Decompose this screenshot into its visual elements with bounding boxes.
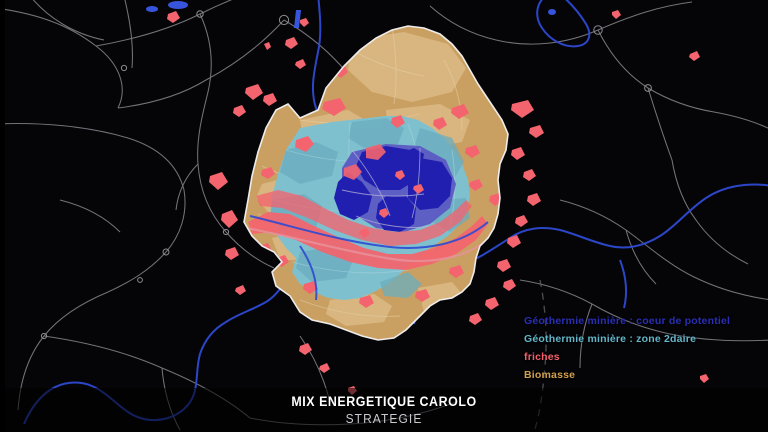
friches-outside[interactable] [167, 10, 709, 395]
sambre-inside [249, 215, 489, 301]
page-title: MIX ENERGETIQUE CAROLO [291, 394, 477, 409]
bottom-vignette [0, 388, 768, 432]
title-block: MIX ENERGETIQUE CAROLO STRATEGIE [0, 394, 768, 426]
commune-outline [243, 25, 509, 341]
map-legend: Géothermie minière : coeur de potentiel … [524, 312, 730, 384]
page-subtitle: STRATEGIE [345, 411, 423, 426]
legend-item-geothermie-coeur[interactable]: Géothermie minière : coeur de potentiel [524, 315, 731, 327]
river-highlights [146, 1, 556, 28]
legend-item-friches[interactable]: friches [524, 351, 560, 363]
highway-ribbon [245, 226, 493, 263]
left-letterbox-band [0, 0, 5, 432]
dashed-border [533, 279, 547, 432]
legend-item-geothermie-zone2daire[interactable]: Géothermie minière : zone 2daire [524, 333, 697, 345]
legend-item-biomasse[interactable]: Biomasse [524, 369, 576, 381]
road-junctions [40, 10, 652, 340]
